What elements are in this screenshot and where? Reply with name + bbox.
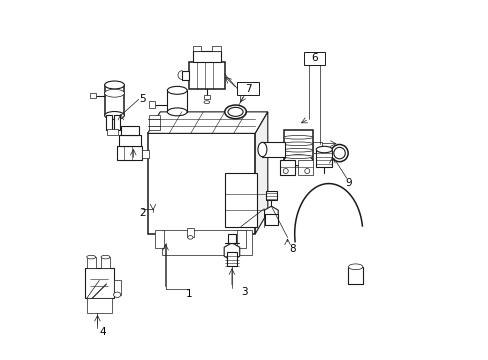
Bar <box>149 101 155 108</box>
Bar <box>119 135 140 146</box>
Bar <box>85 268 113 298</box>
Bar <box>212 45 221 51</box>
Ellipse shape <box>348 264 362 270</box>
Bar <box>312 142 321 153</box>
Bar <box>113 116 120 130</box>
Ellipse shape <box>283 148 312 152</box>
Bar <box>187 228 193 237</box>
Bar <box>224 173 257 226</box>
Bar <box>226 252 237 266</box>
Ellipse shape <box>167 108 187 116</box>
Ellipse shape <box>104 112 124 120</box>
Text: 1: 1 <box>185 289 192 299</box>
Text: 9: 9 <box>345 177 351 188</box>
Ellipse shape <box>283 142 312 145</box>
Bar <box>237 230 246 248</box>
Ellipse shape <box>101 255 110 259</box>
Ellipse shape <box>283 135 312 139</box>
Text: 6: 6 <box>310 53 317 63</box>
Bar <box>284 130 312 160</box>
Bar <box>188 62 224 89</box>
Bar <box>121 126 139 135</box>
Bar <box>182 71 188 80</box>
Bar <box>303 51 325 64</box>
Bar <box>162 230 251 255</box>
Bar <box>265 191 276 200</box>
Ellipse shape <box>187 235 193 239</box>
Bar <box>105 116 112 130</box>
Bar <box>149 116 160 130</box>
Text: 2: 2 <box>139 208 145 218</box>
Bar <box>90 93 96 98</box>
Ellipse shape <box>284 139 312 149</box>
Bar <box>101 257 110 268</box>
Ellipse shape <box>86 255 96 259</box>
Bar <box>147 134 255 234</box>
Text: 3: 3 <box>241 287 247 297</box>
Ellipse shape <box>104 81 124 89</box>
Ellipse shape <box>333 147 345 159</box>
Bar <box>107 129 118 135</box>
Bar <box>316 149 332 167</box>
Bar <box>348 267 362 284</box>
Bar <box>113 280 121 295</box>
Bar <box>280 160 294 175</box>
Circle shape <box>304 168 309 174</box>
Ellipse shape <box>167 86 187 94</box>
Bar <box>227 234 236 243</box>
Bar <box>155 230 163 248</box>
Ellipse shape <box>330 144 347 162</box>
Bar <box>142 149 149 158</box>
Text: 5: 5 <box>139 94 145 104</box>
Ellipse shape <box>113 292 121 297</box>
Bar <box>203 95 209 99</box>
Polygon shape <box>264 206 278 222</box>
Ellipse shape <box>224 105 246 119</box>
Ellipse shape <box>227 107 243 116</box>
Ellipse shape <box>203 101 209 104</box>
Polygon shape <box>224 243 239 261</box>
Text: 4: 4 <box>100 327 106 337</box>
Circle shape <box>283 168 287 174</box>
Bar <box>117 146 142 160</box>
Bar <box>262 142 284 157</box>
Bar <box>86 298 112 313</box>
Text: 8: 8 <box>289 244 296 254</box>
Bar <box>167 90 187 112</box>
Ellipse shape <box>258 142 266 157</box>
Ellipse shape <box>283 155 312 158</box>
Bar <box>298 160 312 175</box>
Ellipse shape <box>316 146 332 153</box>
Ellipse shape <box>284 155 312 166</box>
Bar <box>86 257 96 268</box>
Bar <box>192 51 221 62</box>
Polygon shape <box>255 112 267 234</box>
Bar <box>104 85 124 116</box>
Bar <box>264 214 277 225</box>
Text: 7: 7 <box>244 84 251 94</box>
Bar <box>192 45 201 51</box>
Polygon shape <box>147 112 267 134</box>
Ellipse shape <box>104 89 124 97</box>
Bar <box>237 82 258 95</box>
